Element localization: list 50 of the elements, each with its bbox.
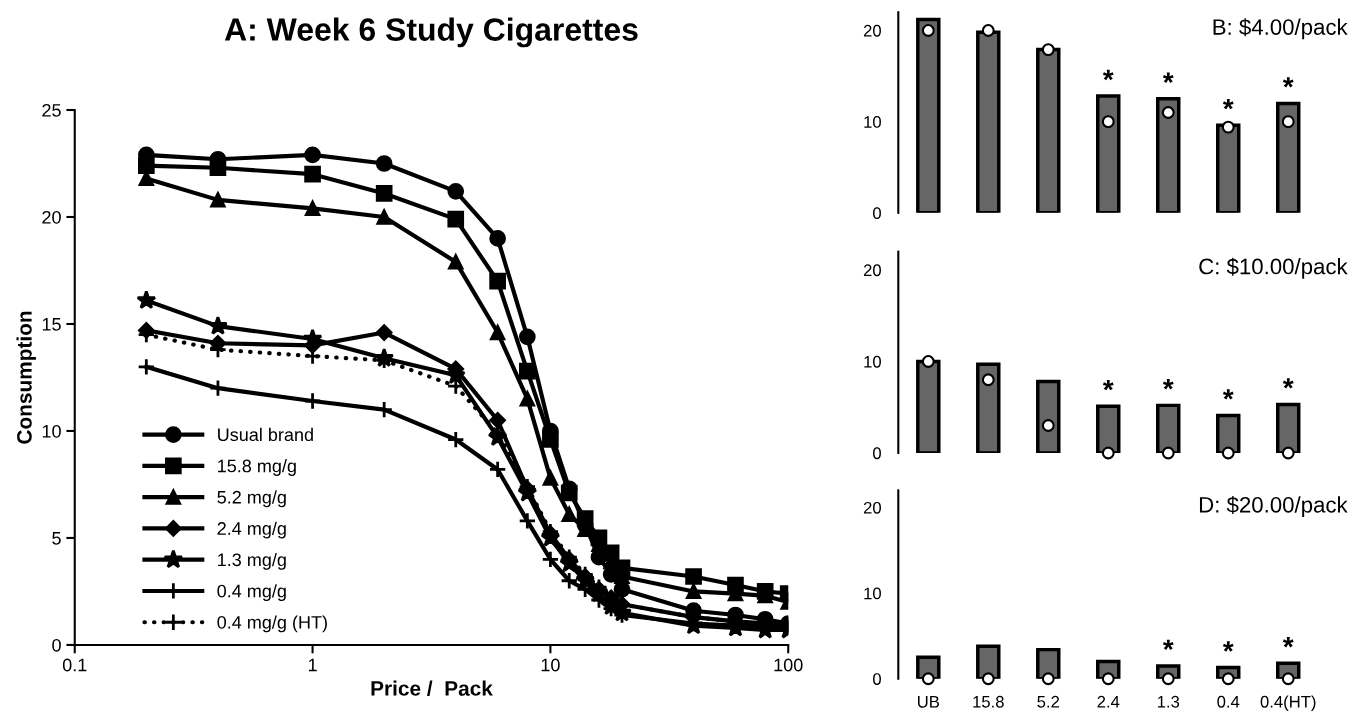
x-tick-label: 1 <box>308 658 317 672</box>
y-tick-label: 10 <box>864 355 881 368</box>
x-tick-label: 15.8 <box>973 695 1004 708</box>
y-tick-label: 0 <box>52 638 61 652</box>
legend-label: Usual brand <box>218 427 313 442</box>
chart-title: C: $10.00/pack <box>1199 257 1348 279</box>
legend-label: 5.2 mg/g <box>217 490 286 508</box>
annotation: * <box>1102 69 1114 81</box>
y-tick-label: 15 <box>42 318 61 331</box>
x-tick-label: 2.4 <box>1097 695 1120 708</box>
y-tick-label: 0 <box>873 673 881 685</box>
x-tick-label: 0.4(HT) <box>1260 695 1316 711</box>
annotation: * <box>1282 637 1294 648</box>
y-tick-label: 0 <box>873 447 881 460</box>
x-tick-label: 0.4 <box>1217 695 1240 708</box>
legend-label: 0.4 mg/g (HT) <box>217 615 327 633</box>
chart-title: A: Week 6 Study Cigarettes <box>224 17 638 48</box>
y-tick-label: 20 <box>863 501 881 514</box>
x-tick-label: UB <box>918 696 939 708</box>
y-tick-label: 20 <box>863 264 881 277</box>
annotation: * <box>1282 378 1294 389</box>
x-tick-label: 10 <box>541 658 560 672</box>
chart-title: B: $4.00/pack <box>1213 18 1348 40</box>
annotation: * <box>1162 639 1174 650</box>
y-tick-label: 20 <box>863 24 881 37</box>
annotation: * <box>1222 99 1234 110</box>
annotation: * <box>1222 389 1234 400</box>
x-tick-label: 0.1 <box>62 658 87 672</box>
annotation: * <box>1222 641 1234 652</box>
y-tick-label: 0 <box>873 207 881 220</box>
annotation: * <box>1162 379 1174 390</box>
y-tick-label: 10 <box>864 587 881 600</box>
y-tick-label: 25 <box>42 103 61 117</box>
annotation: * <box>1162 72 1174 83</box>
legend-label: 0.4 mg/g <box>217 584 286 602</box>
y-tick-label: 5 <box>52 532 61 545</box>
legend-label: 1.3 mg/g <box>218 552 286 570</box>
y-axis-title: Consumption <box>16 311 36 444</box>
y-tick-label: 20 <box>42 210 61 224</box>
x-tick-label: 1.3 <box>1157 695 1180 708</box>
x-axis-title: Price / Pack <box>371 680 493 697</box>
x-tick-label: 100 <box>774 658 803 672</box>
y-tick-label: 10 <box>42 424 61 438</box>
x-tick-label: 5.2 <box>1037 695 1060 708</box>
y-tick-label: 10 <box>864 116 881 128</box>
legend-label: 15.8 mg/g <box>218 459 296 476</box>
chart-title: D: $20.00/pack <box>1199 496 1348 518</box>
annotation: * <box>1102 380 1114 391</box>
annotation: * <box>1282 77 1294 88</box>
legend-label: 2.4 mg/g <box>217 521 286 539</box>
